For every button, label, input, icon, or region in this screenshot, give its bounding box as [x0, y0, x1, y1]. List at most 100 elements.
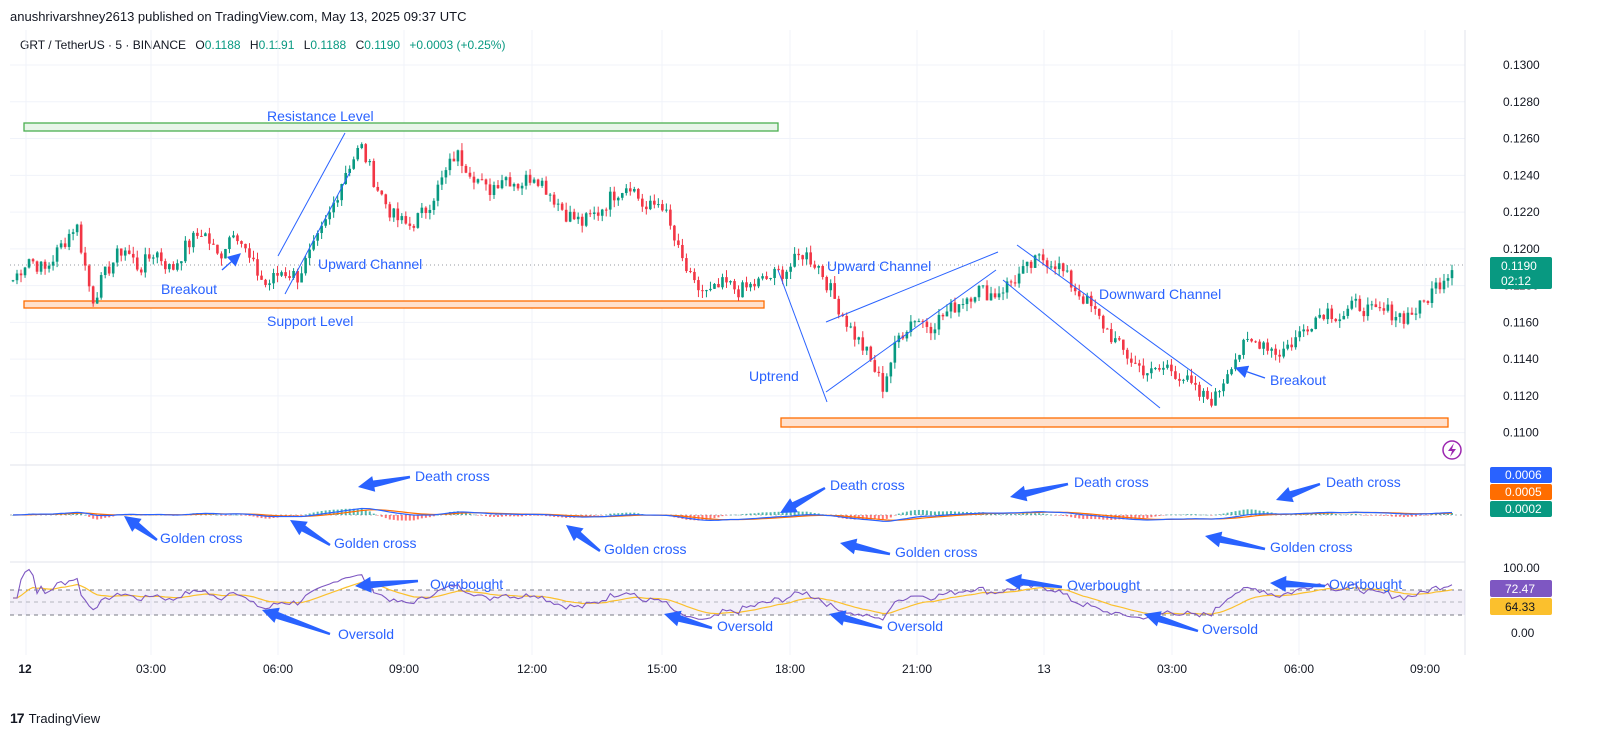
- candle-body: [1298, 331, 1301, 338]
- candle-body: [893, 342, 897, 363]
- candle-body: [1077, 291, 1081, 297]
- candle-body: [280, 272, 283, 276]
- price-axis[interactable]: 0.1300 0.1280 0.1260 0.1240 0.1220 0.1200 0.11…: [1503, 58, 1540, 440]
- candle-body: [79, 224, 83, 253]
- histogram-bar: [1422, 515, 1425, 516]
- macd-pane[interactable]: [10, 507, 1465, 522]
- histogram-bar: [356, 508, 359, 515]
- rsi-tag: [1490, 580, 1552, 597]
- symbol-name[interactable]: GRT / TetherUS · 5 · BINANCE: [20, 38, 187, 52]
- candle-body: [1122, 339, 1125, 350]
- histogram-bar: [1082, 515, 1085, 520]
- histogram-bar: [805, 511, 808, 515]
- candle-body: [368, 160, 372, 163]
- price-tick: 0.1260: [1503, 132, 1540, 146]
- candle-body: [312, 240, 315, 250]
- candle-body: [164, 261, 167, 270]
- signal-tag: [1490, 484, 1552, 500]
- candle-body: [476, 179, 480, 183]
- histogram-bar: [921, 509, 924, 515]
- candle-body: [440, 177, 444, 185]
- candle-body: [292, 270, 295, 278]
- candle-body: [556, 203, 560, 205]
- histogram-bar: [897, 513, 900, 515]
- candle-body: [1170, 364, 1173, 372]
- histogram-bar: [749, 513, 752, 515]
- candle-body: [532, 179, 536, 183]
- candle-body: [512, 183, 516, 187]
- histogram-bar: [1006, 514, 1009, 515]
- candle-body: [1310, 328, 1314, 332]
- histogram-bar: [1246, 509, 1249, 515]
- candle-body: [1186, 375, 1189, 380]
- histogram-bar: [1438, 513, 1441, 515]
- candle-body: [256, 259, 259, 276]
- histogram-bar: [1198, 514, 1201, 516]
- candle-body: [268, 283, 271, 285]
- candle-body: [468, 172, 472, 177]
- candle-body: [1138, 363, 1141, 366]
- breakout-label-1: Breakout: [161, 281, 217, 297]
- candle-body: [1350, 300, 1354, 309]
- candle-body: [428, 209, 432, 213]
- overbought-label-2: Overbought: [1067, 577, 1140, 593]
- candle-body: [55, 247, 59, 262]
- candle-body: [252, 257, 255, 260]
- candle-body: [380, 190, 384, 195]
- rsi-pane[interactable]: [13, 568, 1453, 621]
- histogram-bar: [1394, 515, 1397, 517]
- candle-body: [15, 273, 19, 281]
- candle-body: [436, 184, 440, 201]
- annotation-arrow: [840, 538, 891, 556]
- candle-body: [813, 264, 816, 268]
- trend-lines[interactable]: [277, 132, 1213, 409]
- candle-body: [1438, 282, 1442, 290]
- histogram-bar: [1014, 514, 1017, 515]
- resistance-zone[interactable]: [23, 122, 779, 132]
- annotation-arrow: [566, 525, 601, 552]
- histogram-bar: [601, 515, 604, 516]
- candle-body: [769, 278, 772, 280]
- upward-channel-label-2: Upward Channel: [827, 258, 931, 274]
- histogram-bar: [1190, 514, 1193, 515]
- candle-body: [777, 268, 780, 270]
- histogram-bar: [1034, 513, 1037, 515]
- histogram-bar: [917, 509, 920, 515]
- histogram-bar: [92, 515, 95, 519]
- support-zone-lower[interactable]: [780, 417, 1449, 428]
- candle-body: [131, 253, 135, 258]
- histogram-bar: [1046, 514, 1049, 515]
- histogram-bar: [797, 511, 800, 515]
- candle-body: [1294, 337, 1297, 348]
- candle-body: [300, 273, 303, 283]
- lightning-icon[interactable]: [1442, 440, 1462, 460]
- tradingview-brand[interactable]: 17 TradingView: [10, 710, 100, 726]
- candle-body: [91, 286, 95, 304]
- macd-value: 0.0006: [1505, 468, 1542, 482]
- support-zone[interactable]: [23, 300, 765, 309]
- candle-body: [1250, 338, 1253, 342]
- histogram-bar: [497, 515, 500, 517]
- candle-body: [657, 204, 660, 206]
- candle-body: [624, 188, 628, 194]
- histogram-bar: [725, 515, 728, 516]
- macd-tag: [1490, 467, 1552, 483]
- candle-body: [115, 248, 119, 263]
- histogram-bar: [553, 515, 556, 517]
- histogram-bar: [212, 514, 215, 515]
- time-axis[interactable]: 12 03:00 06:00 09:00 12:00 15:00 18:00 21:00 13 0…: [18, 662, 1440, 676]
- rsi-tick-0: 0.00: [1511, 626, 1535, 640]
- histogram-bar: [1030, 513, 1033, 515]
- overbought-label-1: Overbought: [430, 576, 503, 592]
- symbol-legend[interactable]: GRT / TetherUS · 5 · BINANCE O0.1188 H0.…: [20, 38, 505, 52]
- histogram-bar: [412, 515, 415, 521]
- candle-body: [737, 289, 740, 298]
- candle-body: [1386, 304, 1390, 311]
- candle-body: [1422, 300, 1426, 302]
- annotation-arrow: [262, 607, 331, 636]
- histogram-bar: [1010, 514, 1013, 515]
- histogram-bar: [933, 511, 936, 515]
- candle-body: [853, 326, 857, 340]
- candle-body: [135, 257, 139, 270]
